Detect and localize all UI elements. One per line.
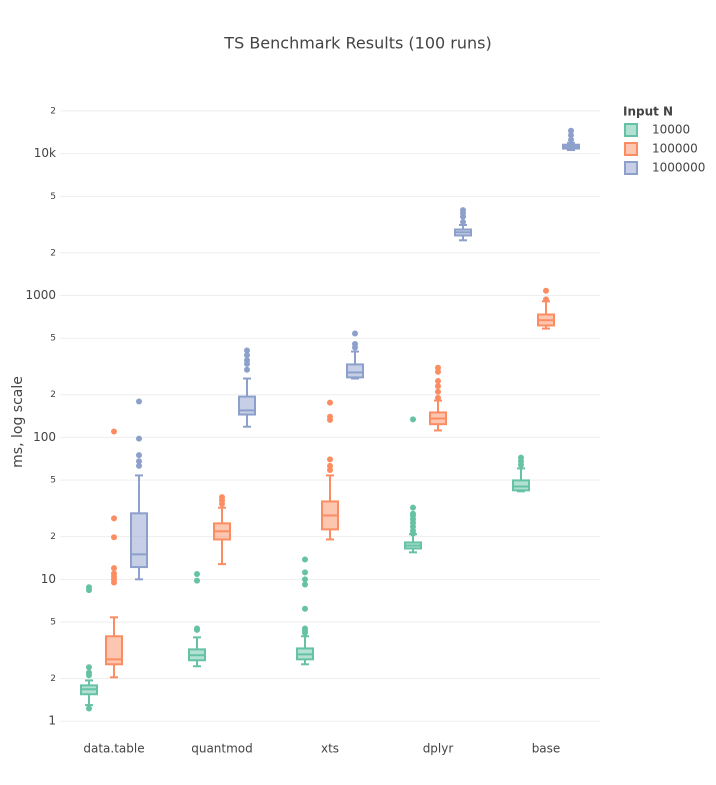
y-tick-label: 10k	[34, 146, 56, 160]
outlier	[568, 132, 574, 139]
outlier	[136, 458, 142, 465]
legend-title: Input N	[623, 105, 673, 119]
y-tick-label: 5	[50, 334, 56, 344]
y-tick-label: 2	[50, 674, 56, 684]
outlier	[302, 625, 308, 632]
box	[346, 363, 364, 379]
outlier	[435, 394, 441, 401]
x-tick-label: base	[532, 742, 561, 756]
x-tick-label: quantmod	[191, 742, 253, 756]
outlier	[111, 515, 117, 522]
x-tick-label: xts	[321, 742, 339, 756]
outlier	[327, 413, 333, 420]
outlier	[302, 569, 308, 576]
y-tick-label: 2	[50, 106, 56, 116]
outlier	[111, 570, 117, 577]
outlier	[219, 494, 225, 501]
legend-swatch	[624, 123, 638, 137]
legend-label: 10000	[652, 123, 690, 137]
y-tick-label: 1000	[25, 288, 56, 302]
outlier	[86, 664, 92, 671]
y-axis-label: ms, log scale	[10, 376, 26, 468]
outlier	[460, 218, 466, 225]
box	[105, 635, 123, 666]
outlier	[111, 565, 117, 572]
outlier	[136, 398, 142, 405]
outlier	[136, 452, 142, 459]
x-tick-label: data.table	[83, 742, 144, 756]
outlier	[327, 399, 333, 406]
legend-label: 100000	[652, 142, 698, 156]
outlier	[136, 462, 142, 469]
y-tick-label: 2	[50, 532, 56, 542]
outlier	[86, 669, 92, 676]
outlier	[244, 357, 250, 364]
outlier	[460, 207, 466, 214]
outlier	[244, 366, 250, 373]
outlier	[410, 416, 416, 423]
outlier	[435, 388, 441, 395]
box	[238, 395, 256, 416]
outlier	[435, 377, 441, 384]
outlier	[86, 584, 92, 591]
outlier	[302, 576, 308, 583]
outlier	[410, 510, 416, 517]
y-tick-label: 5	[50, 476, 56, 486]
y-tick-label: 5	[50, 192, 56, 202]
y-tick-label: 5	[50, 618, 56, 628]
outlier	[244, 352, 250, 359]
outlier	[111, 534, 117, 541]
y-tick-label: 100	[33, 430, 56, 444]
chart-title: TS Benchmark Results (100 runs)	[223, 34, 491, 53]
outlier	[194, 577, 200, 584]
outlier	[352, 330, 358, 337]
outlier	[111, 428, 117, 435]
y-tick-label: 2	[50, 248, 56, 258]
y-tick-label: 1	[48, 714, 56, 728]
outlier	[518, 454, 524, 461]
outlier	[327, 456, 333, 463]
outlier	[352, 341, 358, 348]
outlier	[435, 383, 441, 390]
outlier	[136, 435, 142, 442]
y-tick-label: 10	[41, 572, 56, 586]
outlier	[244, 347, 250, 354]
outlier	[86, 705, 92, 712]
outlier	[435, 364, 441, 371]
outlier	[302, 556, 308, 563]
outlier	[435, 368, 441, 375]
box	[512, 479, 530, 492]
outlier	[568, 136, 574, 143]
box	[130, 512, 148, 569]
outlier	[543, 287, 549, 294]
outlier	[543, 296, 549, 303]
y-tick-label: 2	[50, 390, 56, 400]
outlier	[194, 571, 200, 578]
outlier	[194, 625, 200, 632]
x-tick-label: dplyr	[423, 742, 454, 756]
outlier	[568, 127, 574, 134]
outlier	[302, 581, 308, 588]
outlier	[410, 504, 416, 511]
legend-swatch	[624, 142, 638, 156]
legend-swatch	[624, 161, 638, 175]
outlier	[327, 462, 333, 469]
legend-label: 1000000	[652, 161, 705, 175]
outlier	[302, 605, 308, 612]
